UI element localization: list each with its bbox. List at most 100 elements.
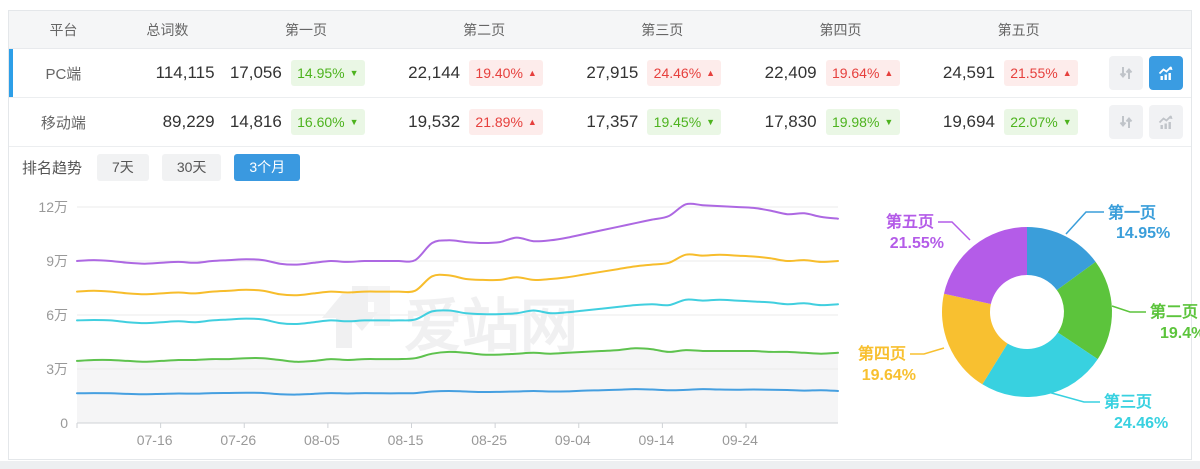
- trend-arrow-icon: ▲: [527, 116, 537, 127]
- change-badge: 19.45% ▼: [647, 109, 722, 135]
- rank-trend-line-chart[interactable]: 0 3万 6万 9万 12万 07-16 07-26 08-05 08-15 08-25 09-04…: [8, 186, 858, 462]
- change-badge: 14.95% ▼: [290, 60, 365, 86]
- tab-7-days[interactable]: 7天: [97, 153, 149, 181]
- sort-arrows-icon: [1119, 67, 1133, 79]
- change-badge: 24.46% ▲: [647, 60, 722, 86]
- svg-text:爱站网: 爱站网: [404, 294, 578, 359]
- col-header-page1: 第一页: [284, 21, 327, 38]
- tab-30-days[interactable]: 30天: [161, 153, 222, 181]
- trend-chart-icon: [1158, 115, 1173, 129]
- svg-text:09-14: 09-14: [638, 432, 674, 448]
- trend-arrow-icon: ▲: [884, 67, 894, 78]
- page-background-strip: [0, 461, 1200, 469]
- col-header-total-words: 总词数: [146, 21, 189, 38]
- page-distribution-donut-chart[interactable]: 第一页 14.95% 第二页 19.4% 第三页 24.46% 第四页 19.64% 第五页 21…: [848, 186, 1200, 462]
- table-header-row: 平台 总词数 第一页 第二页 第三页 第四页 第五页: [9, 11, 1191, 49]
- total-words-value: 114,115: [155, 63, 215, 82]
- svg-text:07-16: 07-16: [137, 432, 173, 448]
- change-badge: 22.07% ▼: [1003, 109, 1078, 135]
- page1-count: 17,056: [229, 63, 282, 82]
- svg-text:19.64%: 19.64%: [862, 367, 916, 384]
- page4-cell: 22,409 19.64% ▲: [751, 60, 929, 86]
- trend-arrow-icon: ▲: [527, 67, 537, 78]
- page5-count: 19,694: [942, 112, 995, 131]
- page3-count: 27,915: [586, 63, 639, 82]
- sort-button[interactable]: [1109, 105, 1144, 139]
- trend-title: 排名趋势: [22, 159, 83, 177]
- page2-count: 19,532: [408, 112, 461, 131]
- sort-arrows-icon: [1119, 116, 1133, 128]
- page3-cell: 17,357 19.45% ▼: [573, 109, 751, 135]
- trend-tabbar: 排名趋势 7天 30天 3个月: [9, 147, 1191, 187]
- trend-arrow-icon: ▼: [706, 116, 716, 127]
- tab-3-months[interactable]: 3个月: [234, 153, 301, 181]
- show-trend-chart-button[interactable]: [1149, 105, 1184, 139]
- col-header-platform: 平台: [49, 21, 78, 38]
- page1-count: 14,816: [229, 112, 282, 131]
- trend-chart-icon: [1158, 66, 1173, 80]
- svg-text:第二页: 第二页: [1150, 302, 1198, 321]
- svg-text:21.55%: 21.55%: [890, 235, 944, 252]
- svg-text:0: 0: [60, 415, 68, 431]
- svg-text:09-04: 09-04: [555, 432, 591, 448]
- total-words-value: 89,229: [162, 112, 215, 131]
- page2-cell: 22,144 19.40% ▲: [395, 60, 573, 86]
- trend-arrow-icon: ▼: [1062, 116, 1072, 127]
- svg-text:08-15: 08-15: [388, 432, 424, 448]
- svg-text:6万: 6万: [46, 307, 68, 323]
- page2-cell: 19,532 21.89% ▲: [395, 109, 573, 135]
- donut-slice: [1027, 227, 1096, 291]
- donut-slice: [982, 332, 1098, 397]
- trend-arrow-icon: ▼: [349, 67, 359, 78]
- platform-label: PC端: [45, 65, 82, 83]
- svg-text:9万: 9万: [46, 253, 68, 269]
- trend-arrow-icon: ▲: [706, 67, 716, 78]
- change-badge: 21.89% ▲: [469, 109, 544, 135]
- page3-count: 17,357: [586, 112, 639, 131]
- col-header-page4: 第四页: [819, 21, 862, 38]
- show-trend-chart-button[interactable]: [1149, 56, 1184, 90]
- svg-text:19.4%: 19.4%: [1160, 325, 1200, 342]
- trend-arrow-icon: ▼: [349, 116, 359, 127]
- page4-cell: 17,830 19.98% ▼: [751, 109, 929, 135]
- page4-count: 22,409: [764, 63, 817, 82]
- col-header-page5: 第五页: [997, 21, 1040, 38]
- page2-count: 22,144: [408, 63, 461, 82]
- trend-arrow-icon: ▲: [1062, 67, 1072, 78]
- page5-cell: 19,694 22.07% ▼: [930, 109, 1108, 135]
- change-badge: 19.40% ▲: [469, 60, 544, 86]
- page1-cell: 17,056 14.95% ▼: [217, 60, 395, 86]
- page1-cell: 14,816 16.60% ▼: [217, 109, 395, 135]
- change-badge: 19.98% ▼: [825, 109, 900, 135]
- page3-cell: 27,915 24.46% ▲: [573, 60, 751, 86]
- svg-text:3万: 3万: [46, 361, 68, 377]
- svg-text:08-05: 08-05: [304, 432, 340, 448]
- sort-button[interactable]: [1109, 56, 1144, 90]
- svg-text:08-25: 08-25: [471, 432, 507, 448]
- page4-count: 17,830: [764, 112, 817, 131]
- donut-slice: [942, 293, 1008, 385]
- svg-text:12万: 12万: [38, 199, 68, 215]
- svg-text:14.95%: 14.95%: [1116, 225, 1170, 242]
- svg-text:第三页: 第三页: [1104, 392, 1152, 411]
- svg-text:第一页: 第一页: [1108, 203, 1156, 222]
- svg-text:07-26: 07-26: [220, 432, 256, 448]
- trend-arrow-icon: ▼: [884, 116, 894, 127]
- table-row-mobile[interactable]: 移动端 89,229 14,816 16.60% ▼ 19,532 21.89% ▲…: [9, 98, 1191, 147]
- table-row-pc[interactable]: PC端 114,115 17,056 14.95% ▼ 22,144 19.40%…: [9, 49, 1191, 98]
- watermark: 爱站网: [322, 286, 578, 359]
- svg-text:第五页: 第五页: [886, 212, 934, 231]
- svg-text:第四页: 第四页: [858, 344, 906, 363]
- change-badge: 21.55% ▲: [1003, 60, 1078, 86]
- page5-cell: 24,591 21.55% ▲: [930, 60, 1108, 86]
- platform-label: 移动端: [40, 114, 86, 132]
- change-badge: 16.60% ▼: [290, 109, 365, 135]
- page5-count: 24,591: [942, 63, 995, 82]
- svg-text:09-24: 09-24: [722, 432, 758, 448]
- col-header-page3: 第三页: [641, 21, 684, 38]
- donut-slice: [1056, 261, 1112, 360]
- donut-slice: [943, 227, 1027, 305]
- col-header-page2: 第二页: [463, 21, 506, 38]
- change-badge: 19.64% ▲: [825, 60, 900, 86]
